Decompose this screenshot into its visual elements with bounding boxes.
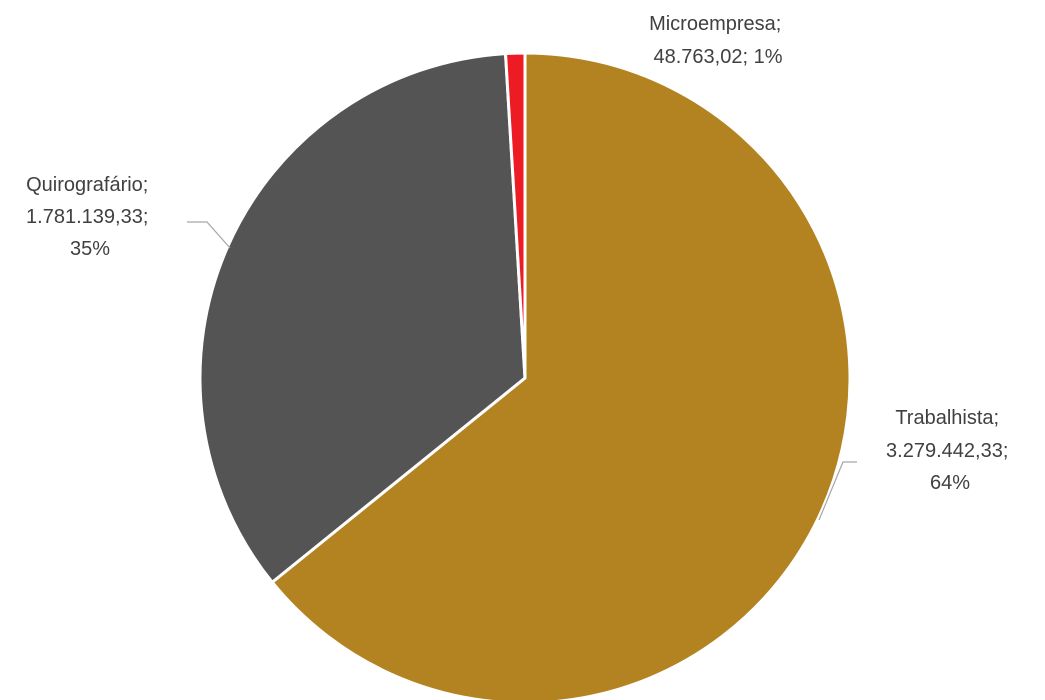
- label-trabalhista-name: Trabalhista;: [895, 407, 999, 429]
- label-trabalhista-value: 3.279.442,33;: [886, 440, 1008, 462]
- data-label-quirografario: Quirografário; 1.781.139,33; 35%: [26, 174, 154, 260]
- label-microempresa-value: 48.763,02; 1%: [653, 46, 782, 68]
- pie-slice-trabalhista: [270, 51, 852, 700]
- pie-slices: [198, 51, 852, 700]
- leader-lines: [187, 221, 857, 521]
- label-quirografario-name: Quirografário;: [26, 174, 148, 196]
- pie-slice-quirografario: [198, 52, 527, 584]
- leader-line-trabalhista: [818, 461, 857, 521]
- label-quirografario-percent: 35%: [70, 238, 110, 260]
- leader-line-quirografario: [187, 221, 231, 249]
- pie-slice-microempresa: [504, 51, 527, 380]
- label-quirografario-value: 1.781.139,33;: [26, 206, 148, 228]
- label-microempresa-name: Microempresa;: [649, 13, 781, 35]
- data-label-microempresa: Microempresa; 48.763,02; 1%: [649, 13, 787, 68]
- data-label-trabalhista: Trabalhista; 3.279.442,33; 64%: [886, 407, 1014, 494]
- label-trabalhista-percent: 64%: [930, 472, 970, 494]
